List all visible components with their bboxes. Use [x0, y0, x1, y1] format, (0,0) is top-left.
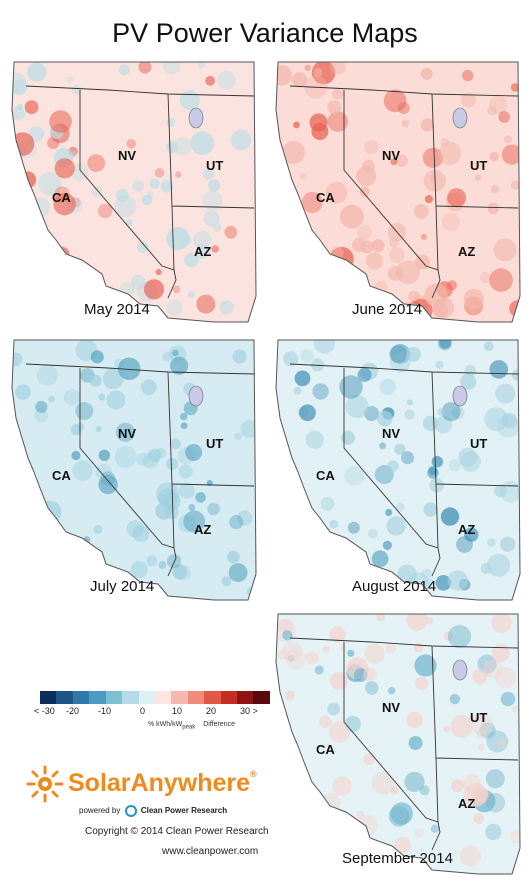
state-label-nv: NV — [382, 148, 400, 163]
state-border — [79, 90, 177, 299]
legend-tick-label: 0 — [140, 706, 146, 716]
state-label-az: AZ — [194, 522, 211, 537]
state-label-nv: NV — [382, 426, 400, 441]
state-border — [79, 368, 177, 577]
great-salt-lake — [188, 107, 204, 129]
logo-wordmark: SolarAnywhere® — [68, 769, 257, 797]
variance-map-september: NV UT CA AZ September 2014 — [272, 612, 522, 882]
variance-patches — [276, 614, 520, 873]
coastline — [275, 61, 521, 323]
state-label-az: AZ — [194, 244, 211, 259]
legend-tick-label: 30 > — [240, 706, 258, 716]
state-label-ca: CA — [316, 468, 335, 483]
legend-swatch — [187, 691, 205, 704]
legend-tick-label: 20 — [206, 706, 217, 716]
coastline — [11, 61, 257, 323]
variance-map-may: NV UT CA AZ May 2014 — [8, 60, 258, 330]
legend-swatch — [72, 691, 90, 704]
state-label-ut: UT — [470, 158, 487, 173]
copyright-text: Copyright © 2014 Clean Power Research — [85, 826, 269, 837]
map-caption: August 2014 — [352, 578, 437, 595]
legend-swatch — [40, 691, 57, 704]
legend-color-bar — [40, 691, 270, 704]
state-border — [171, 483, 175, 549]
sun-icon — [26, 765, 64, 803]
legend-tick-label: < -30 — [34, 706, 55, 716]
variance-patches — [12, 62, 252, 322]
legend-swatch — [138, 691, 155, 704]
state-label-nv: NV — [118, 426, 136, 441]
map-caption: June 2014 — [352, 301, 423, 318]
legend-swatch — [89, 691, 106, 704]
legend-swatch — [154, 691, 172, 704]
state-label-az: AZ — [458, 796, 475, 811]
great-salt-lake — [452, 385, 468, 407]
state-label-nv: NV — [382, 700, 400, 715]
coastline — [275, 339, 521, 601]
map-caption: September 2014 — [342, 850, 453, 867]
state-label-ca: CA — [52, 190, 71, 205]
state-label-ut: UT — [470, 436, 487, 451]
state-border — [435, 483, 439, 549]
state-border — [343, 368, 441, 577]
map-graphic: NV UT CA AZ — [275, 613, 521, 875]
coastline — [11, 339, 257, 601]
solaranywhere-logo: SolarAnywhere® — [26, 765, 266, 805]
legend-swatch — [237, 691, 254, 704]
legend-ticks: < -30 -20 -10 0 10 20 30 > — [34, 704, 270, 718]
state-label-ut: UT — [206, 436, 223, 451]
variance-map-august: NV UT CA AZ August 2014 — [272, 338, 522, 608]
state-border — [25, 363, 255, 375]
map-graphic: NV UT CA AZ — [11, 61, 257, 323]
coastline — [275, 613, 521, 875]
legend-tick-label: -10 — [98, 706, 112, 716]
map-caption: May 2014 — [84, 301, 150, 318]
variance-patches — [276, 62, 520, 322]
page-title: PV Power Variance Maps — [112, 18, 418, 48]
variance-map-july: NV UT CA AZ July 2014 — [8, 338, 258, 608]
variance-map-june: NV UT CA AZ June 2014 — [272, 60, 522, 330]
legend-swatch — [253, 691, 270, 704]
website-link[interactable]: www.cleanpower.com — [162, 846, 259, 857]
legend-swatch — [204, 691, 221, 704]
state-label-ca: CA — [316, 190, 335, 205]
state-label-ut: UT — [206, 158, 223, 173]
map-graphic: NV UT CA AZ — [11, 339, 257, 601]
state-border — [25, 85, 255, 97]
color-legend: < -30 -20 -10 0 10 20 30 > % kWh/kWpeak Differ… — [34, 691, 270, 730]
great-salt-lake — [452, 659, 468, 681]
legend-swatch — [220, 691, 238, 704]
state-border — [171, 205, 175, 271]
state-border — [435, 205, 439, 271]
legend-swatch — [122, 691, 139, 704]
legend-tick-label: -20 — [66, 706, 80, 716]
state-border — [289, 85, 519, 97]
legend-swatch — [105, 691, 123, 704]
map-graphic: NV UT CA AZ — [275, 61, 521, 323]
state-label-ut: UT — [470, 710, 487, 725]
state-border — [289, 637, 519, 649]
state-label-az: AZ — [458, 244, 475, 259]
state-label-nv: NV — [118, 148, 136, 163]
legend-swatch — [56, 691, 73, 704]
legend-unit: % kWh/kWpeak Difference — [148, 721, 235, 731]
cpr-icon — [124, 805, 137, 817]
legend-tick-label: 10 — [172, 706, 183, 716]
region-fill — [276, 340, 520, 600]
great-salt-lake — [188, 385, 204, 407]
great-salt-lake — [452, 107, 468, 129]
map-graphic: NV UT CA AZ — [275, 339, 521, 601]
state-label-ca: CA — [316, 742, 335, 757]
state-label-az: AZ — [458, 522, 475, 537]
state-border — [289, 363, 519, 375]
map-caption: July 2014 — [90, 578, 155, 595]
state-border — [435, 757, 439, 823]
state-label-ca: CA — [52, 468, 71, 483]
powered-by: powered by Clean Power Research — [79, 805, 228, 817]
legend-swatch — [171, 691, 188, 704]
state-border — [343, 642, 441, 851]
state-border — [343, 90, 441, 299]
